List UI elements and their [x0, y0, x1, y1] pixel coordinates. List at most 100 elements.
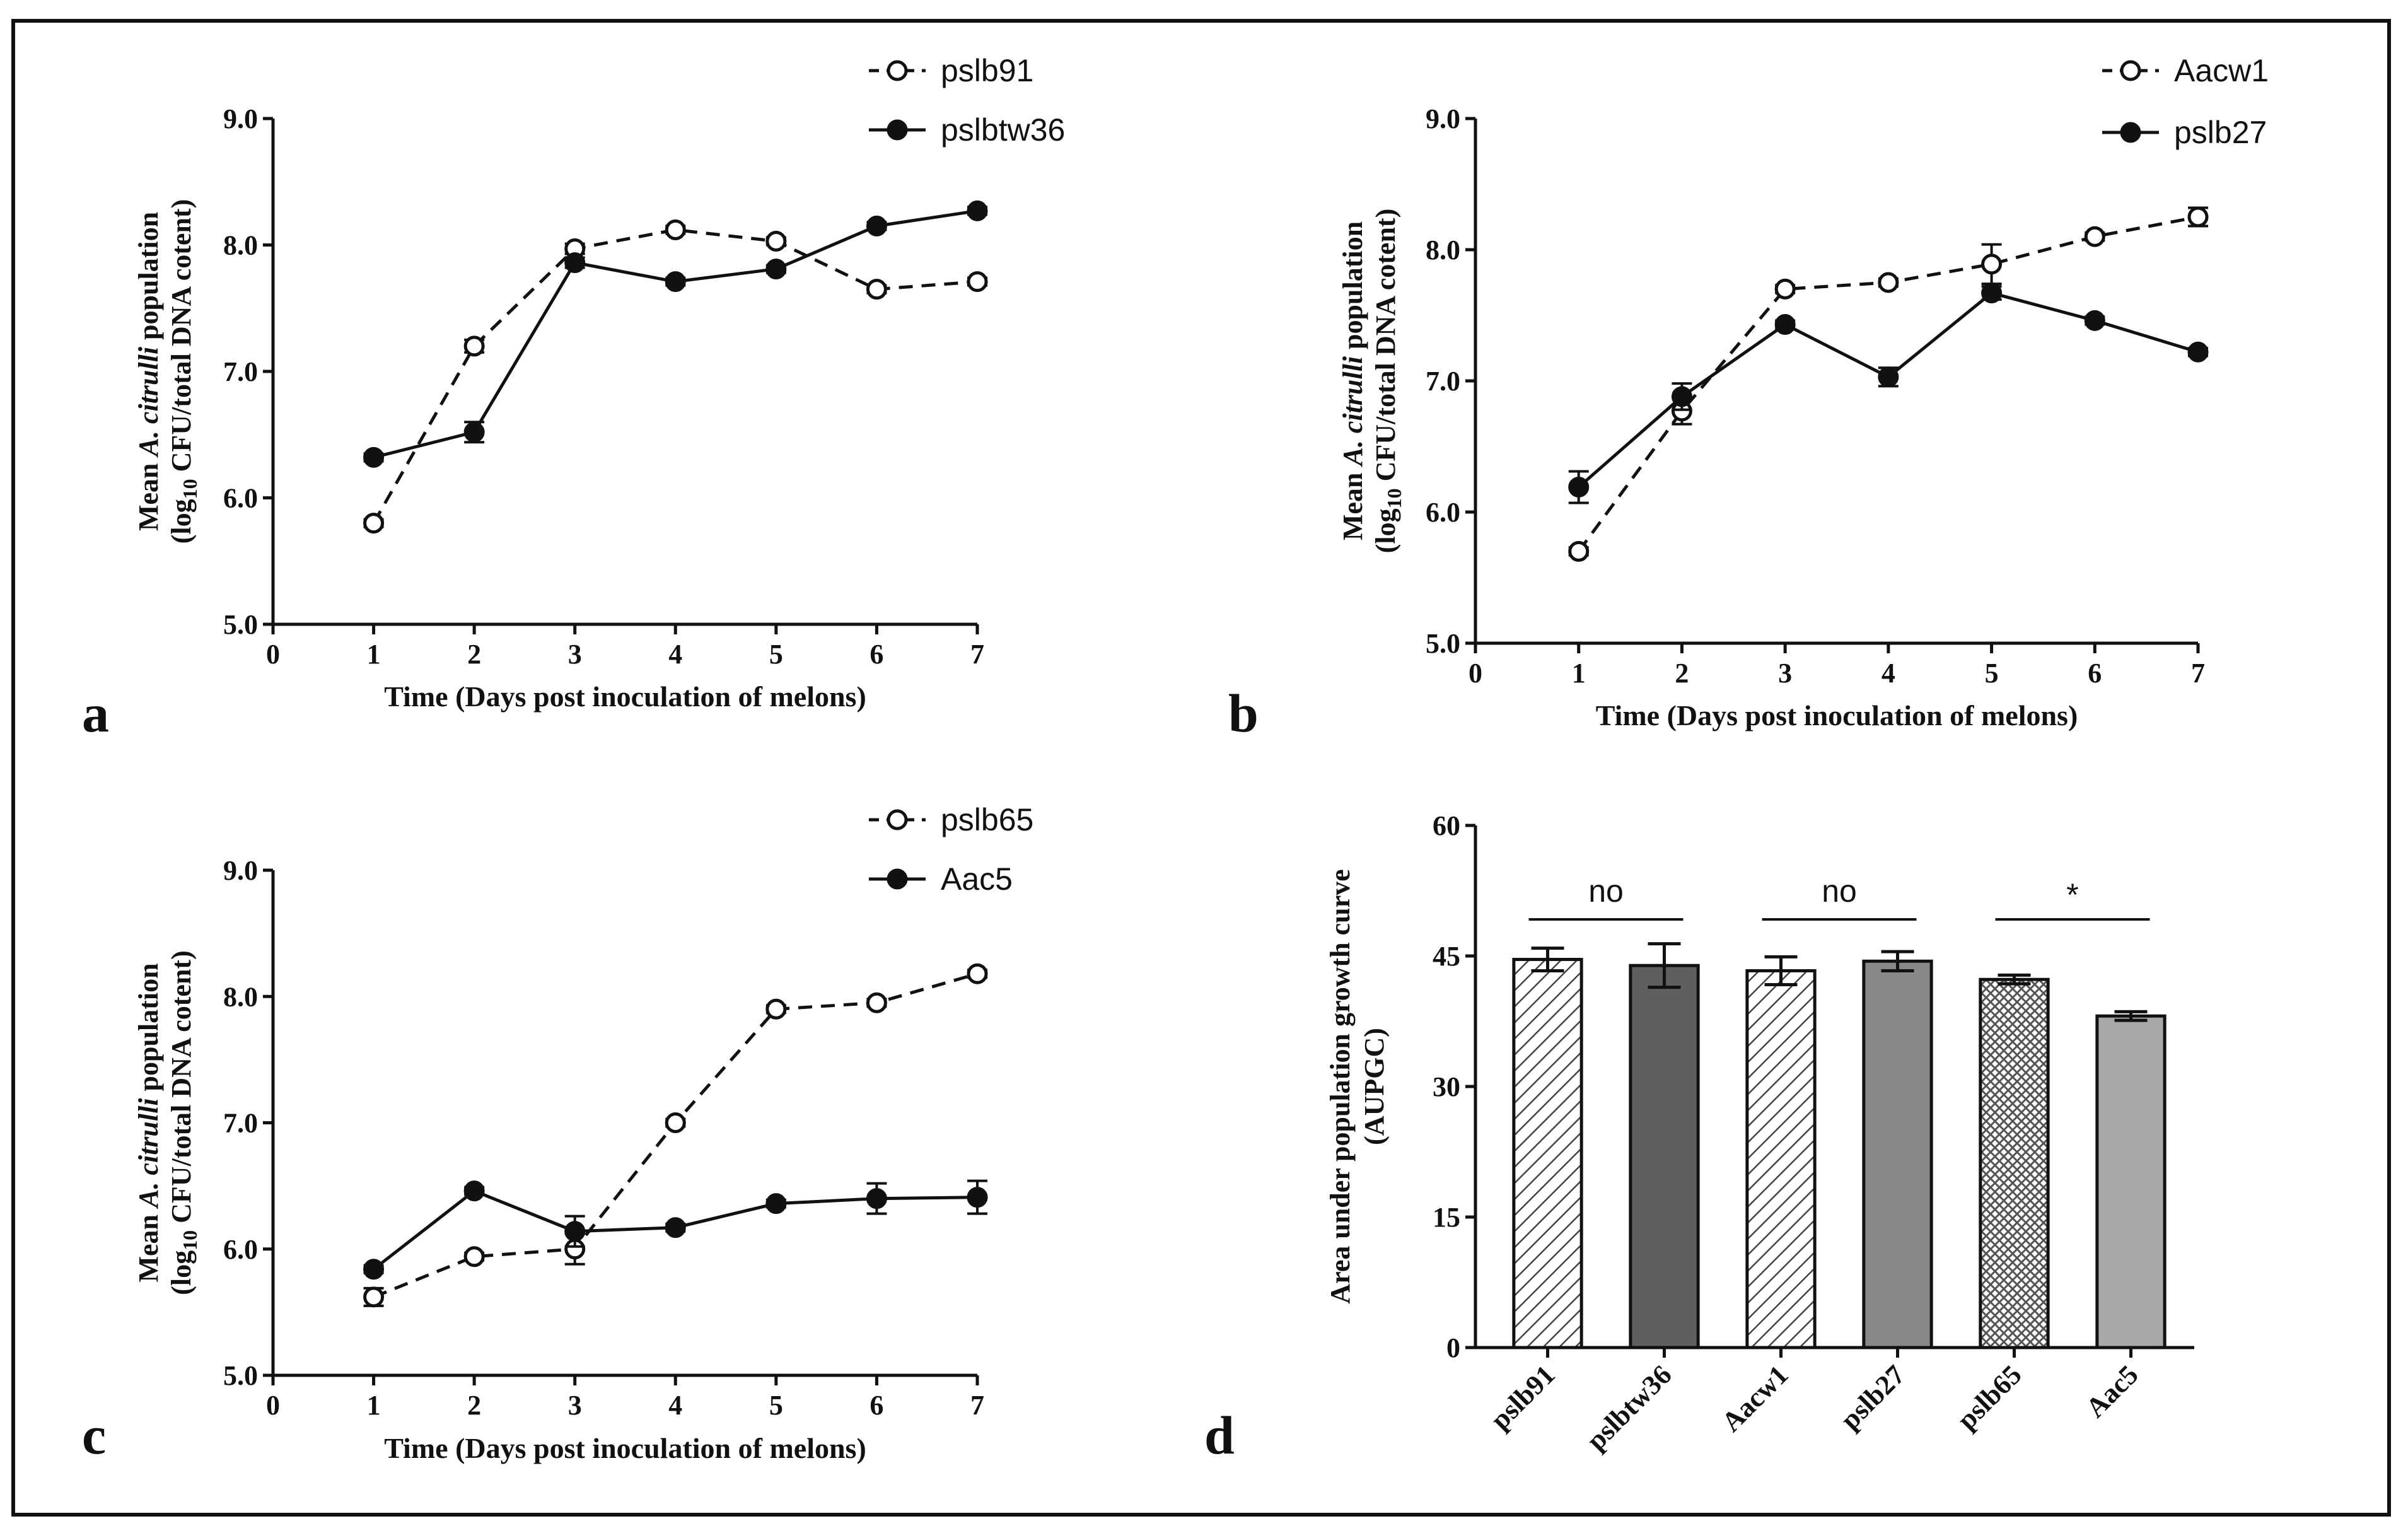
x-tick-label: 3 — [568, 1390, 582, 1421]
x-tick-label: 1 — [1572, 658, 1586, 689]
legend-marker-Aac5 — [887, 868, 908, 890]
y-tick-label: 6.0 — [223, 1234, 258, 1265]
y-title-prefix: Mean — [1337, 466, 1368, 541]
x-tick-label: 2 — [1675, 658, 1689, 689]
legend-marker-pslb27 — [2120, 122, 2141, 143]
data-point-pslb91 — [866, 279, 887, 300]
x-tick-label: 0 — [266, 1390, 280, 1421]
line-panel-a: 5.0 6.0 7.0 8.0 9.0 0 1 2 3 4 5 6 7 Time (Days post i… — [82, 53, 1065, 743]
y-tick-label: 5.0 — [223, 609, 258, 640]
data-point-pslbtw36 — [463, 421, 485, 443]
data-point-pslbtw36 — [765, 259, 787, 280]
x-tick-label: 1 — [367, 639, 381, 670]
y-tick-label: 30 — [1433, 1071, 1460, 1102]
y-tick-label: 60 — [1433, 810, 1460, 841]
y-tick-label: 7.0 — [223, 1108, 258, 1139]
data-point-pslb27 — [1981, 283, 2003, 304]
data-point-pslbtw36 — [866, 215, 887, 236]
x-tick-label: 5 — [769, 1390, 783, 1421]
x-tick-label: Aac5 — [2080, 1359, 2144, 1423]
x-tick-label: 7 — [970, 1390, 984, 1421]
data-point-pslbtw36 — [363, 446, 385, 468]
x-tick-label: 0 — [1469, 658, 1482, 689]
y-tick-label: 9.0 — [223, 855, 258, 886]
legend-label-pslb65: pslb65 — [941, 802, 1033, 837]
y-tick-label: 9.0 — [1426, 103, 1460, 134]
bar-pslb27 — [1862, 959, 1933, 1349]
y-title-units: CFU/total DNA cotent) — [166, 199, 197, 479]
figure-frame — [11, 19, 2391, 1517]
y-title-species: A. citrulli — [133, 1098, 164, 1209]
x-tick-label: pslb91 — [1484, 1359, 1561, 1435]
data-point-pslb27 — [2187, 341, 2209, 363]
y-axis-title-line2: (AUPGC) — [1359, 1028, 1390, 1145]
y-title-prefix: Mean — [133, 1208, 164, 1283]
data-point-pslb27 — [2084, 310, 2105, 331]
x-tick-label: 4 — [1882, 658, 1895, 689]
x-tick-label: 2 — [467, 639, 481, 670]
data-point-Aacw1 — [1568, 540, 1590, 562]
x-tick-label: 6 — [870, 1390, 883, 1421]
data-point-pslb65 — [765, 998, 787, 1020]
x-tick-label: 6 — [870, 639, 883, 670]
y-title-units: CFU/total DNA cotent) — [166, 950, 197, 1230]
panel-label-b: b — [1228, 683, 1259, 743]
y-title-prefix: Mean — [133, 457, 164, 532]
data-point-pslb91 — [765, 230, 787, 252]
x-tick-label: 5 — [769, 639, 783, 670]
x-tick-label: 7 — [970, 639, 984, 670]
series-line-pslbtw36 — [373, 209, 978, 459]
panel-label-d: d — [1204, 1405, 1235, 1465]
line-panel-b: 5.0 6.0 7.0 8.0 9.0 0 1 2 3 4 5 6 7 Time (Days post i… — [1228, 53, 2269, 743]
x-tick-label: 3 — [568, 639, 582, 670]
legend-marker-pslb91 — [887, 60, 908, 81]
data-point-Aac5 — [564, 1221, 586, 1242]
y-tick-label: 45 — [1433, 941, 1460, 972]
data-point-pslbtw36 — [665, 271, 686, 293]
series-line-pslb27 — [1578, 291, 2199, 489]
y-tick-label: 6.0 — [1426, 497, 1460, 528]
y-axis-title-line2: (log10 CFU/total DNA cotent) — [166, 199, 201, 544]
y-title-suffix: population — [133, 963, 164, 1098]
y-tick-label: 7.0 — [223, 356, 258, 387]
legend-label-pslb27: pslb27 — [2174, 115, 2267, 150]
x-axis-title: Time (Days post inoculation of melons) — [384, 680, 866, 713]
legend-marker-pslbtw36 — [887, 119, 908, 141]
data-point-pslb27 — [1671, 386, 1692, 407]
y-title-subscript: 10 — [1383, 488, 1405, 508]
bar-Aac5 — [2095, 1014, 2167, 1349]
bar-pslbtw36 — [1629, 964, 1700, 1349]
y-tick-label: 8.0 — [1426, 235, 1460, 265]
series-line-pslb65 — [373, 972, 978, 1299]
x-tick-label: pslb65 — [1951, 1359, 2027, 1435]
data-point-Aacw1 — [1878, 272, 1899, 293]
bar-pslb91 — [1512, 958, 1583, 1349]
y-title-species: A. citrulli — [1337, 356, 1368, 467]
x-tick-label: 6 — [2088, 658, 2102, 689]
y-tick-label: 0 — [1446, 1332, 1460, 1363]
data-point-pslb91 — [665, 219, 686, 240]
y-title-log: (log — [1370, 508, 1401, 553]
x-tick-label: pslb27 — [1834, 1359, 1911, 1435]
data-point-Aacw1 — [1774, 278, 1796, 300]
y-title-units: CFU/total DNA cotent) — [1370, 209, 1401, 489]
y-title-species: A. citrulli — [133, 346, 164, 458]
data-point-pslb65 — [665, 1112, 686, 1133]
x-axis-title: Time (Days post inoculation of melons) — [384, 1432, 866, 1464]
x-tick-label: 4 — [668, 1390, 682, 1421]
x-tick-label: 3 — [1778, 658, 1792, 689]
x-tick-label: 0 — [266, 639, 280, 670]
significance-label: * — [2066, 877, 2078, 912]
y-axis-title-line1: Mean A. citrulli population — [133, 963, 164, 1282]
bar-Aacw1 — [1745, 969, 1817, 1349]
legend-label-Aac5: Aac5 — [941, 861, 1013, 897]
panel-label-c: c — [82, 1405, 106, 1465]
panel-label-a: a — [82, 683, 109, 743]
data-point-Aacw1 — [1981, 253, 2003, 275]
y-axis-title-line1: Mean A. citrulli population — [1337, 221, 1368, 540]
x-axis-title: Time (Days post inoculation of melons) — [1596, 699, 2078, 731]
x-tick-label: pslbtw36 — [1581, 1359, 1678, 1456]
data-point-Aac5 — [665, 1217, 686, 1238]
y-title-suffix: population — [133, 212, 164, 347]
